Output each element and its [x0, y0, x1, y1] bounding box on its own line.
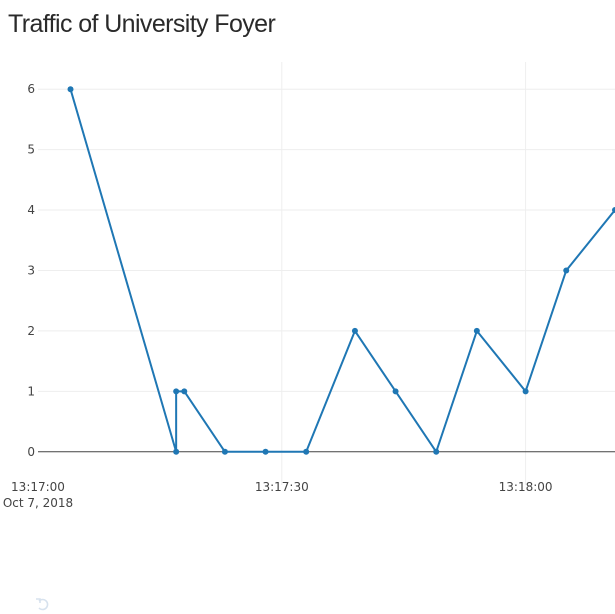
label-layer: 0 1 2 3 4 5 6 13:17:00 13:17:30 13:18:00 Oct 7, 20…: [3, 82, 553, 510]
y-tick-label: 5: [27, 143, 35, 157]
y-tick-label: 4: [27, 203, 35, 217]
grid-layer: [38, 62, 615, 485]
x-tick-label: 13:17:30: [255, 480, 309, 494]
y-tick-label: 0: [27, 445, 35, 459]
data-point: [67, 86, 74, 93]
reset-axes-icon[interactable]: [34, 595, 52, 613]
data-point: [173, 388, 180, 395]
data-point: [181, 388, 188, 395]
data-point: [473, 327, 480, 334]
data-point: [392, 388, 399, 395]
data-point: [351, 327, 358, 334]
y-tick-label: 2: [27, 324, 35, 338]
data-point: [522, 388, 529, 395]
y-tick-label: 3: [27, 263, 35, 277]
data-point: [612, 207, 615, 214]
data-point: [221, 448, 228, 455]
data-point: [303, 448, 310, 455]
data-point: [262, 448, 269, 455]
x-tick-label: 13:18:00: [499, 480, 553, 494]
y-tick-label: 6: [27, 82, 35, 96]
y-tick-label: 1: [27, 384, 35, 398]
series-layer: [67, 86, 615, 455]
x-tick-label: 13:17:00: [11, 480, 65, 494]
data-point: [433, 448, 440, 455]
chart-title: Traffic of University Foyer: [8, 10, 276, 38]
data-point: [173, 448, 180, 455]
x-tick-date-label: Oct 7, 2018: [3, 496, 73, 510]
data-point: [563, 267, 570, 274]
